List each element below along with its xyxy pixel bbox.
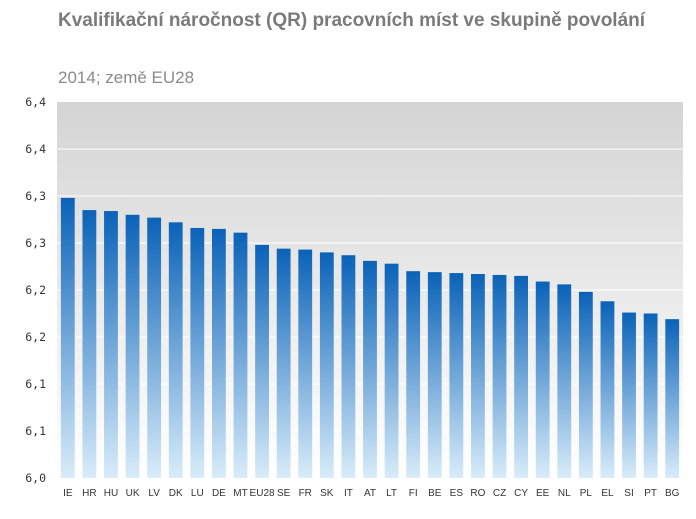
bar-pt (643, 313, 658, 478)
x-tick-label: LV (148, 488, 160, 499)
y-tick-label: 6,2 (25, 283, 46, 297)
y-axis: 6,0 6,1 6,1 6,2 6,2 6,3 6,3 6,4 6,4 (25, 95, 46, 485)
x-tick-label: IT (344, 488, 353, 499)
bars (60, 197, 680, 479)
bar-cz (492, 274, 507, 478)
bar-hr (82, 210, 97, 478)
x-tick-label: EU28 (250, 488, 275, 499)
x-tick-label: AT (364, 488, 376, 499)
bar-cy (514, 275, 529, 478)
chart-subtitle: 2014; země EU28 (58, 68, 195, 87)
x-tick-label: PT (644, 488, 657, 499)
x-tick-label: BE (428, 488, 442, 499)
bar-lv (147, 217, 162, 478)
y-tick-label: 6,0 (25, 471, 46, 485)
x-axis: IE HR HU UK LV DK LU DE MT EU28 SE FR SK IT AT LT FI BE ES… (63, 488, 680, 499)
bar-de (211, 228, 226, 478)
x-tick-label: ES (450, 488, 464, 499)
bar-ro (471, 274, 485, 478)
bar-sk (319, 252, 334, 478)
bar-se (276, 248, 291, 478)
bar-it (341, 255, 356, 478)
bar-ee (535, 281, 550, 478)
y-tick-label: 6,1 (25, 424, 46, 438)
y-tick-label: 6,1 (25, 377, 46, 391)
x-tick-label: FR (299, 488, 312, 499)
bar-at (363, 260, 377, 478)
x-tick-label: NL (558, 488, 571, 499)
y-tick-label: 6,3 (25, 236, 46, 250)
x-tick-label: CZ (493, 488, 506, 499)
x-tick-label: SI (624, 488, 633, 499)
x-tick-label: RO (470, 488, 485, 499)
bar-hu (104, 211, 118, 479)
x-tick-label: EE (536, 488, 550, 499)
bar-el (600, 301, 615, 478)
bar-nl (557, 284, 572, 478)
bar-be (427, 272, 442, 478)
y-tick-label: 6,4 (25, 142, 46, 156)
x-tick-label: FI (409, 488, 418, 499)
chart-title: Kvalifikační náročnost (QR) pracovních m… (58, 10, 646, 31)
x-tick-label: DK (169, 488, 183, 499)
x-tick-label: DE (212, 488, 226, 499)
x-tick-label: SE (277, 488, 291, 499)
bar-fr (298, 249, 313, 478)
bar-pl (578, 291, 593, 478)
bar-si (622, 312, 636, 478)
bar-lt (384, 263, 399, 478)
bar-eu28 (255, 244, 269, 478)
x-tick-label: HR (82, 488, 96, 499)
bar-uk (125, 214, 140, 479)
bar-lu (190, 227, 205, 478)
bar-fi (406, 271, 421, 478)
bar-dk (168, 222, 183, 478)
bar-es (449, 273, 464, 478)
y-tick-label: 6,4 (25, 95, 46, 109)
x-tick-label: LT (386, 488, 397, 499)
y-tick-label: 6,3 (25, 189, 46, 203)
x-tick-label: MT (233, 488, 247, 499)
x-tick-label: HU (104, 488, 118, 499)
bar-ie (60, 197, 75, 478)
bar-bg (665, 319, 680, 478)
x-tick-label: CY (514, 488, 528, 499)
x-tick-label: UK (126, 488, 140, 499)
x-tick-label: LU (191, 488, 204, 499)
x-tick-label: PL (580, 488, 593, 499)
x-tick-label: BG (665, 488, 680, 499)
x-tick-label: IE (63, 488, 73, 499)
x-tick-label: SK (320, 488, 334, 499)
bar-mt (233, 232, 248, 478)
x-tick-label: EL (601, 488, 614, 499)
y-tick-label: 6,2 (25, 330, 46, 344)
